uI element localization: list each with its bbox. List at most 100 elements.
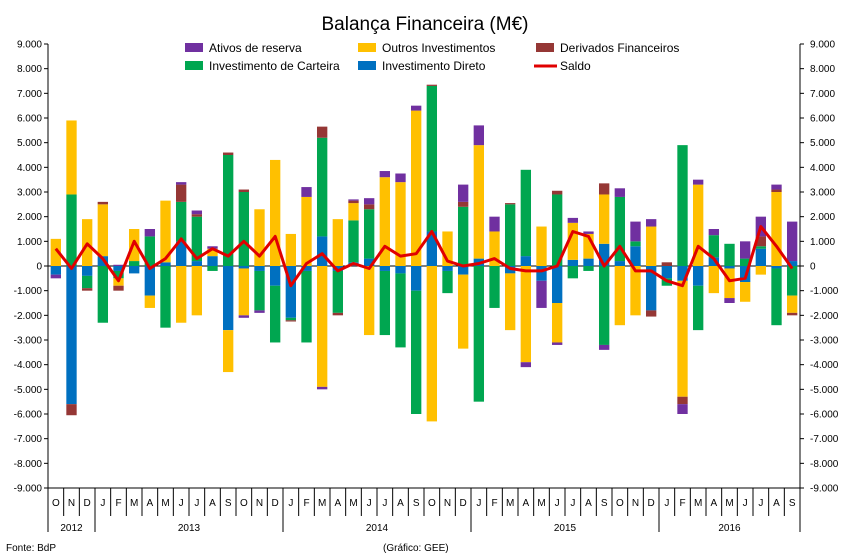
- investimento-carteira-bar: [97, 266, 109, 323]
- legend-investimento-direto-label: Investimento Direto: [382, 59, 486, 73]
- month-label: M: [130, 498, 138, 509]
- outros-investimentos-bar: [442, 231, 453, 266]
- outros-investimentos-bar: [395, 182, 406, 266]
- y-tick-label-left: 5.000: [17, 138, 42, 149]
- y-tick-label-left: 9.000: [17, 40, 42, 51]
- investimento-carteira-bar: [551, 194, 563, 266]
- month-label: A: [710, 498, 717, 509]
- outros-investimentos-bar: [630, 266, 641, 316]
- credit-note: (Gráfico: GEE): [383, 543, 449, 554]
- year-label: 2015: [554, 523, 577, 534]
- outros-investimentos-bar: [207, 248, 218, 257]
- y-tick-label-left: -5.000: [14, 385, 43, 396]
- investimento-direto-bar: [238, 266, 250, 269]
- ativos-reserva-bar: [645, 219, 657, 227]
- month-label: M: [725, 498, 733, 509]
- y-tick-label-right: 4.000: [810, 163, 835, 174]
- y-tick-label-left: 7.000: [17, 89, 42, 100]
- investimento-direto-bar: [285, 266, 297, 318]
- outros-investimentos-bar: [739, 282, 751, 302]
- investimento-direto-bar: [692, 266, 704, 286]
- month-label: O: [240, 498, 248, 509]
- derivados-financeiros-bar: [426, 84, 438, 86]
- legend-ativos-reserva-swatch: [185, 43, 203, 52]
- ativos-reserva-bar: [630, 221, 641, 242]
- legend-investimento-carteira-label: Investimento de Carteira: [209, 59, 340, 73]
- legend-investimento-direto-swatch: [358, 61, 376, 70]
- investimento-direto-bar: [191, 261, 203, 266]
- investimento-carteira-bar: [473, 266, 485, 402]
- investimento-direto-bar: [677, 266, 688, 281]
- ativos-reserva-bar: [473, 125, 485, 146]
- investimento-direto-bar: [316, 236, 328, 266]
- month-label: N: [632, 498, 639, 509]
- month-label: N: [256, 498, 263, 509]
- legend-outros-investimentos-swatch: [358, 43, 376, 52]
- outros-investimentos-bar: [254, 209, 265, 266]
- y-tick-label-left: -9.000: [14, 484, 43, 495]
- month-label: A: [522, 498, 529, 509]
- investimento-carteira-bar: [285, 317, 297, 321]
- derivados-financeiros-bar: [504, 203, 516, 205]
- month-label: J: [570, 498, 575, 509]
- investimento-carteira-bar: [81, 275, 93, 289]
- month-label: D: [648, 498, 655, 509]
- outros-investimentos-bar: [457, 274, 469, 349]
- legend-saldo-label: Saldo: [560, 59, 591, 73]
- year-label: 2012: [60, 523, 83, 534]
- source-note: Fonte: BdP: [6, 543, 56, 554]
- investimento-carteira-bar: [269, 285, 281, 343]
- outros-investimentos-bar: [191, 266, 203, 316]
- y-tick-label-left: -8.000: [14, 459, 43, 470]
- y-tick-label-right: 2.000: [810, 212, 835, 223]
- y-tick-label-right: -1.000: [810, 286, 839, 297]
- investimento-carteira-bar: [692, 285, 704, 331]
- ativos-reserva-bar: [536, 280, 547, 308]
- legend-derivados-financeiros-label: Derivados Financeiros: [560, 41, 679, 55]
- outros-investimentos-bar: [724, 268, 735, 299]
- investimento-direto-bar: [661, 266, 673, 279]
- ativos-reserva-bar: [786, 221, 798, 262]
- investimento-carteira-bar: [175, 201, 187, 242]
- month-label: S: [413, 498, 420, 509]
- month-label: D: [84, 498, 91, 509]
- y-tick-label-right: -2.000: [810, 311, 839, 322]
- legend-ativos-reserva-label: Ativos de reserva: [209, 41, 302, 55]
- y-tick-label-right: 3.000: [810, 188, 835, 199]
- investimento-carteira-bar: [724, 243, 735, 266]
- y-tick-label-left: 6.000: [17, 114, 42, 125]
- month-label: S: [225, 498, 232, 509]
- outros-investimentos-bar: [285, 233, 297, 266]
- derivados-financeiros-bar: [191, 214, 203, 217]
- outros-investimentos-bar: [771, 192, 782, 266]
- outros-investimentos-bar: [410, 110, 422, 266]
- outros-investimentos-bar: [598, 194, 610, 244]
- investimento-carteira-bar: [316, 137, 328, 237]
- y-tick-label-left: -3.000: [14, 336, 43, 347]
- saldo-line: [54, 225, 794, 288]
- y-tick-label-right: -3.000: [810, 336, 839, 347]
- investimento-direto-bar: [66, 266, 77, 405]
- investimento-direto-bar: [254, 266, 265, 271]
- investimento-direto-bar: [222, 266, 234, 331]
- investimento-direto-bar: [630, 246, 641, 266]
- investimento-carteira-bar: [630, 241, 641, 247]
- investimento-direto-bar: [724, 266, 735, 269]
- y-tick-label-left: 2.000: [17, 212, 42, 223]
- outros-investimentos-bar: [504, 273, 516, 331]
- month-label: J: [555, 498, 560, 509]
- investimento-carteira-bar: [442, 270, 453, 294]
- ativos-reserva-bar: [520, 362, 532, 368]
- derivados-financeiros-bar: [755, 236, 767, 247]
- y-tick-label-left: -1.000: [14, 286, 43, 297]
- ativos-reserva-bar: [238, 315, 250, 318]
- ativos-reserva-bar: [583, 231, 594, 234]
- investimento-direto-bar: [520, 256, 532, 266]
- ativos-reserva-bar: [457, 184, 469, 202]
- outros-investimentos-bar: [50, 238, 62, 266]
- ativos-reserva-bar: [348, 199, 359, 201]
- outros-investimentos-bar: [269, 159, 281, 266]
- outros-investimentos-bar: [520, 266, 532, 363]
- outros-investimentos-bar: [175, 266, 187, 323]
- y-tick-label-left: -2.000: [14, 311, 43, 322]
